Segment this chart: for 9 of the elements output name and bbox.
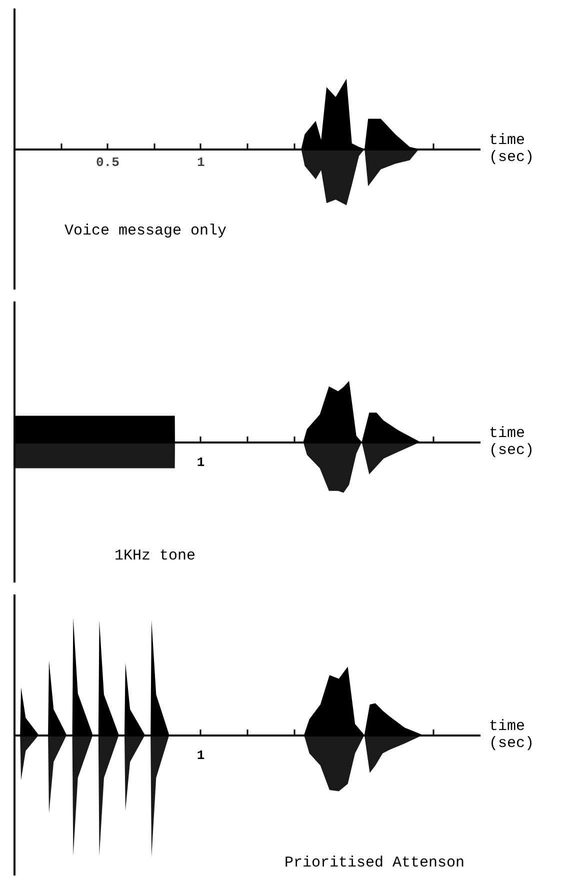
x-tick-label: 0.5 [96, 155, 120, 170]
x-axis-title: time (sec) [489, 425, 534, 459]
annotation: 1 [196, 748, 205, 763]
x-axis-title: time (sec) [489, 718, 534, 752]
annotation: 1 [196, 455, 205, 470]
x-axis-title: time (sec) [489, 132, 534, 166]
annotation: Prioritised Attenson [284, 854, 465, 872]
text: Voice message only [64, 222, 227, 240]
text: 1KHz tone [114, 548, 196, 564]
